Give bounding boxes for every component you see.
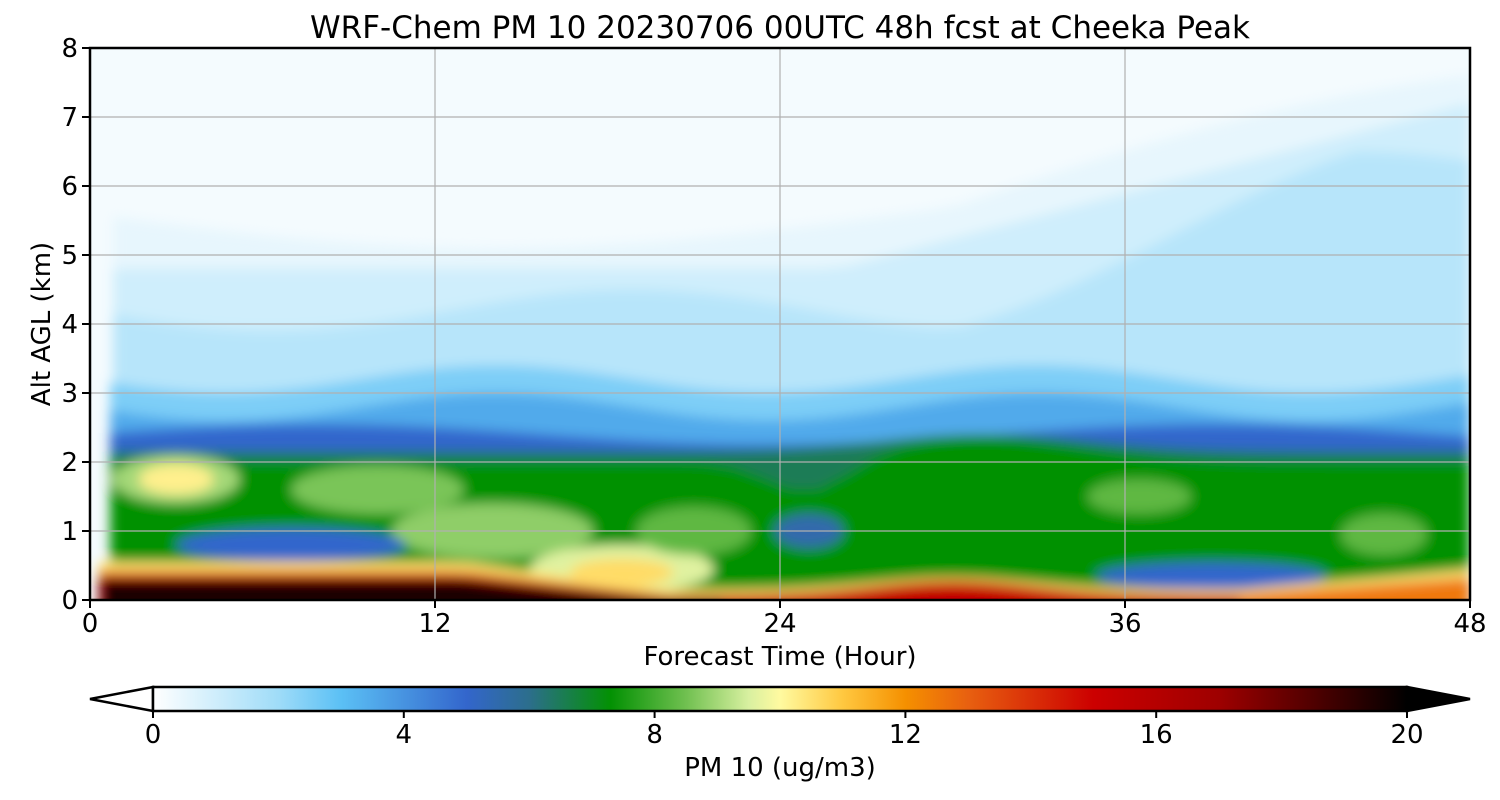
pm10-band-11 [101,579,723,600]
colorbar-tick-label: 12 [889,720,922,750]
y-tick-label: 5 [61,241,78,271]
y-tick-label: 7 [61,103,78,133]
y-tick-label: 1 [61,517,78,547]
x-tick-label: 24 [763,609,796,639]
y-tick-label: 6 [61,172,78,202]
pm10-cell [176,527,407,563]
colorbar-label: PM 10 (ug/m3) [684,753,876,783]
colorbar-tick-label: 4 [396,720,413,750]
y-tick-label: 4 [61,310,78,340]
pm10-cell [570,558,674,587]
x-tick-label: 48 [1453,609,1486,639]
pm10-cell [291,465,464,514]
y-tick-label: 8 [61,34,78,64]
y-axis: 0 1 2 3 4 5 6 7 8 [61,34,90,616]
colorbar-frame [151,685,1409,713]
colorbar-tick-label: 20 [1390,720,1423,750]
y-tick-label: 3 [61,379,78,409]
x-tick-label: 0 [82,609,99,639]
x-tick-label: 12 [418,609,451,639]
y-axis-label: Alt AGL (km) [27,242,57,406]
colorbar-extend-high [1405,685,1471,713]
colorbar: 0 4 8 12 16 20 PM 10 (ug/m3) [89,685,1471,783]
pm10-field [98,75,1470,600]
x-axis-label: Forecast Time (Hour) [643,642,916,672]
pm10-cell [1340,513,1427,556]
pm10-cell [1096,562,1327,590]
colorbar-body [153,687,1407,711]
y-tick-label: 2 [61,448,78,478]
colorbar-tick-label: 0 [145,720,162,750]
colorbar-tick-label: 8 [646,720,663,750]
chart-title: WRF-Chem PM 10 20230706 00UTC 48h fcst a… [310,10,1250,46]
y-tick-label: 0 [61,586,78,616]
pm10-cell [1087,479,1192,514]
colorbar-ticks: 0 4 8 12 16 20 [145,711,1424,750]
colorbar-tick-label: 16 [1140,720,1173,750]
x-axis: 0 12 24 36 48 [82,600,1487,639]
colorbar-extend-low [89,685,155,713]
pm10-cell [138,464,214,495]
x-tick-label: 36 [1108,609,1141,639]
